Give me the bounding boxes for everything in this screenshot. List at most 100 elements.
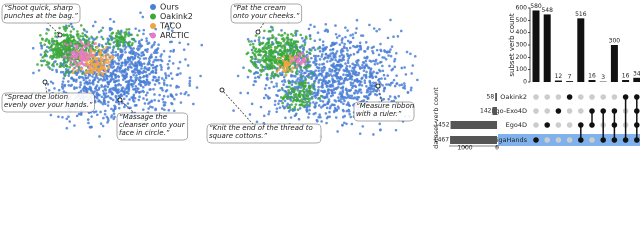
cloud-dot: [144, 48, 147, 52]
cloud-dot: [345, 92, 349, 95]
cloud-dot: [310, 71, 314, 75]
cloud-dot: [349, 53, 352, 57]
cloud-dot: [294, 98, 298, 102]
cloud-dot: [77, 76, 81, 80]
cloud-dot: [348, 46, 352, 50]
cloud-dot: [367, 90, 370, 93]
cloud-dot: [73, 59, 76, 62]
cloud-dot: [268, 37, 272, 40]
cloud-dot: [114, 94, 118, 98]
cloud-dot: [271, 71, 275, 74]
cloud-dot: [152, 60, 155, 64]
cloud-dot: [295, 79, 298, 82]
cloud-dot: [336, 63, 340, 67]
cloud-dot: [103, 96, 106, 100]
cloud-dot: [314, 63, 317, 67]
cloud-dot: [338, 43, 342, 46]
cloud-dot: [403, 66, 406, 69]
cloud-dot: [251, 57, 254, 60]
cloud-dot: [73, 87, 76, 91]
cloud-dot: [63, 48, 67, 51]
cloud-dot: [263, 87, 267, 90]
bar: [577, 18, 585, 82]
cloud-dot: [365, 84, 368, 88]
y-axis-label: subset verb count: [508, 13, 516, 76]
cloud-dot: [292, 51, 296, 54]
cloud-dot: [372, 87, 376, 91]
cloud-dot: [368, 23, 371, 27]
cloud-dot: [291, 34, 295, 37]
cloud-dot: [350, 96, 353, 100]
cloud-dot: [362, 95, 366, 98]
cloud-dot: [271, 57, 274, 61]
cloud-dot: [365, 70, 368, 74]
cloud-dot: [91, 53, 94, 57]
cloud-dot: [107, 60, 111, 64]
cloud-dot: [267, 112, 270, 116]
annotation-text: onto your cheeks.”: [233, 12, 300, 20]
cloud-dot: [347, 56, 351, 60]
cloud-dot: [163, 108, 166, 112]
cloud-dot: [280, 99, 283, 103]
cloud-dot: [163, 103, 167, 107]
cloud-dot: [253, 49, 257, 53]
cloud-dot: [287, 81, 291, 85]
cloud-dot: [291, 100, 295, 103]
cloud-dot: [80, 62, 84, 65]
cloud-dot: [269, 43, 272, 47]
cloud-dot: [70, 25, 74, 28]
cloud-dot: [308, 34, 312, 38]
cloud-dot: [328, 69, 331, 73]
cloud-dot: [338, 92, 341, 96]
set-label: Ego4D: [506, 121, 527, 129]
cloud-dot: [130, 52, 133, 55]
cloud-dot: [294, 55, 298, 59]
cloud-dot: [382, 89, 386, 93]
cloud-dot: [358, 88, 361, 91]
cloud-dot: [305, 50, 309, 54]
cloud-dot: [300, 52, 303, 55]
cloud-dot: [295, 87, 298, 90]
cloud-dot: [45, 60, 49, 64]
cloud-dot: [153, 66, 157, 69]
cloud-dot: [322, 68, 326, 72]
cloud-dot: [400, 83, 404, 87]
cloud-dot: [312, 87, 316, 90]
cloud-dot: [200, 43, 204, 47]
cloud-dot: [153, 40, 157, 44]
cloud-dot: [182, 48, 186, 51]
cloud-dot: [108, 90, 111, 94]
cloud-dot: [298, 107, 302, 110]
cloud-dot: [106, 49, 109, 52]
cloud-dot: [59, 48, 63, 52]
cloud-dot: [87, 37, 91, 40]
cloud-dot: [143, 66, 147, 69]
cloud-dot: [98, 135, 101, 138]
cloud-dot: [326, 90, 330, 93]
cloud-dot: [106, 58, 110, 62]
cloud-dot: [295, 64, 299, 68]
cloud-dot: [371, 75, 374, 79]
cloud-dot: [296, 48, 300, 52]
cloud-dot: [262, 36, 265, 40]
cloud-dot: [342, 45, 346, 48]
cloud-dot: [301, 89, 304, 93]
cloud-dot: [294, 113, 298, 117]
cloud-dot: [315, 77, 318, 80]
cloud-dot: [312, 101, 315, 104]
page: {"chart_data":[ {"type":"scatter", "seri…: [1, 2, 640, 150]
annotation-box: [206, 123, 322, 144]
cloud-dot: [128, 59, 132, 62]
cloud-dot: [324, 22, 328, 26]
cloud-dot: [127, 41, 131, 45]
cloud-dot: [53, 87, 56, 90]
cloud-dot: [356, 63, 360, 67]
cloud-dot: [337, 69, 341, 72]
cloud-dot: [117, 59, 121, 62]
cloud-dot: [416, 78, 419, 82]
cloud-dot: [349, 83, 353, 87]
cloud-dot: [377, 53, 381, 57]
cloud-dot: [287, 91, 291, 94]
cloud-dot: [57, 115, 60, 118]
cloud-dot: [102, 62, 105, 66]
